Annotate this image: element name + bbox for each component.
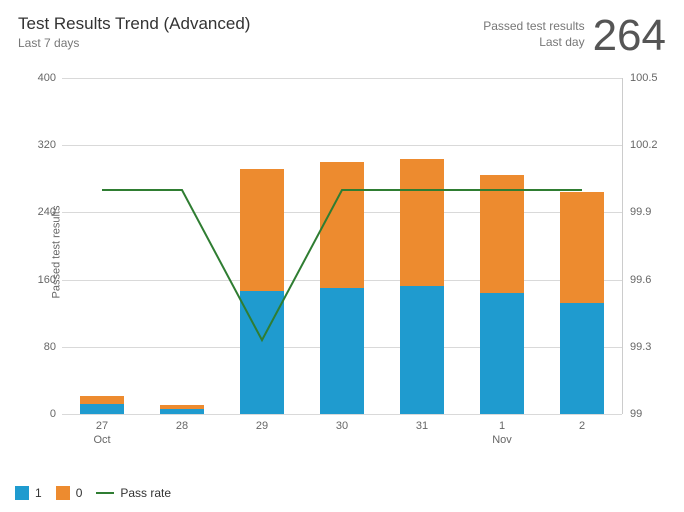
legend-item: Pass rate	[96, 486, 171, 500]
x-tick: 27Oct	[93, 420, 110, 446]
x-tick: 31	[416, 420, 428, 432]
y-left-tick: 0	[26, 408, 56, 420]
y-left-label: Passed test results	[50, 206, 62, 299]
y-right-tick: 99	[630, 408, 642, 420]
y-left-tick: 400	[26, 72, 56, 84]
legend-swatch	[15, 486, 29, 500]
legend-label: 1	[35, 486, 42, 500]
legend-line-icon	[96, 492, 114, 494]
chart-area: 0998099.316099.624099.9320100.2400100.5P…	[0, 6, 684, 512]
legend-item: 0	[56, 486, 83, 500]
y-left-tick: 320	[26, 139, 56, 151]
x-tick: 28	[176, 420, 188, 432]
y-right-tick: 100.5	[630, 72, 658, 84]
legend-label: 0	[76, 486, 83, 500]
legend-swatch	[56, 486, 70, 500]
x-tick: 1Nov	[492, 420, 512, 446]
legend: 1 0 Pass rate	[15, 486, 185, 500]
y-right-tick: 99.9	[630, 206, 651, 218]
legend-label: Pass rate	[120, 486, 171, 500]
x-tick: 30	[336, 420, 348, 432]
line-series	[62, 78, 622, 414]
x-tick: 29	[256, 420, 268, 432]
y-right-tick: 100.2	[630, 139, 658, 151]
legend-item: 1	[15, 486, 42, 500]
x-tick: 2	[579, 420, 585, 432]
y-right-tick: 99.6	[630, 274, 651, 286]
chart-card: Test Results Trend (Advanced) Last 7 day…	[0, 0, 684, 512]
y-left-tick: 80	[26, 341, 56, 353]
y-right-tick: 99.3	[630, 341, 651, 353]
